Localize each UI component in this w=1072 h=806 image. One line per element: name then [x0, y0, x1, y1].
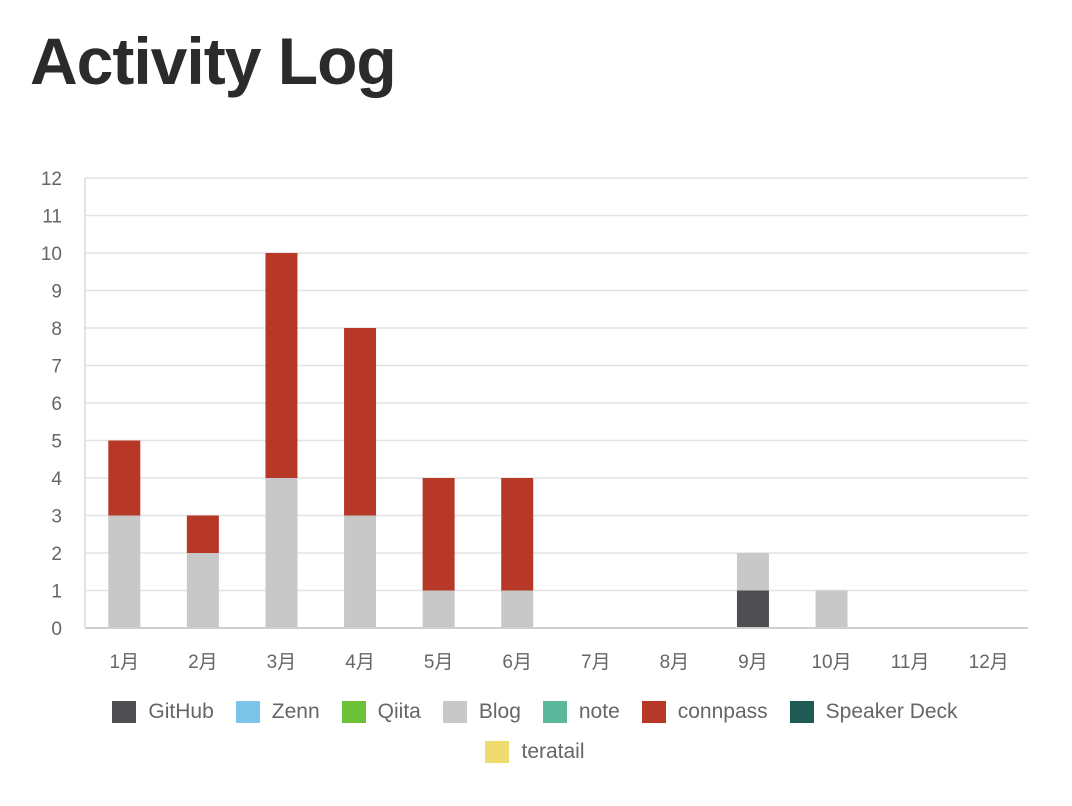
y-tick-label: 2 — [51, 544, 62, 565]
bar-segment-blog[interactable] — [815, 590, 848, 629]
legend-swatch — [341, 701, 366, 723]
legend-item-qiita[interactable]: Qiita — [341, 697, 421, 727]
bar-segment-connpass[interactable] — [265, 253, 298, 478]
legend-item-zenn[interactable]: Zenn — [235, 697, 320, 727]
bar-segment-blog[interactable] — [265, 478, 298, 628]
x-tick-label: 3月 — [267, 652, 297, 673]
y-tick-label: 1 — [51, 582, 62, 603]
legend-item-teratail[interactable]: teratail — [485, 737, 585, 767]
legend-item-note[interactable]: note — [542, 697, 620, 727]
y-tick-label: 5 — [51, 432, 62, 453]
x-tick-label: 9月 — [738, 652, 768, 673]
bars — [108, 253, 848, 629]
y-tick-label: 0 — [51, 619, 62, 640]
x-tick-label: 1月 — [110, 652, 140, 673]
y-tick-label: 8 — [51, 319, 62, 340]
legend-swatch — [542, 701, 567, 723]
bar-segment-connpass[interactable] — [422, 478, 455, 591]
legend-swatch — [485, 741, 510, 763]
gridlines — [85, 177, 1028, 592]
legend-label: GitHub — [148, 700, 214, 723]
bar-segment-blog[interactable] — [108, 515, 141, 629]
x-tick-label: 12月 — [969, 652, 1009, 673]
x-tick-label: 10月 — [811, 652, 851, 673]
bar-segment-github[interactable] — [736, 590, 769, 629]
legend-label: Qiita — [377, 700, 421, 723]
legend-label: note — [578, 700, 620, 723]
bar-segment-blog[interactable] — [422, 590, 455, 629]
y-tick-label: 4 — [51, 469, 62, 490]
x-tick-label: 6月 — [502, 652, 532, 673]
y-tick-label: 12 — [41, 169, 62, 190]
x-axis-ticks: 1月 2月 3月 4月 5月 6月 7月 8月 9月 10月 11月 12月 — [110, 652, 1009, 673]
legend-item-blog[interactable]: Blog — [442, 697, 521, 727]
bar-segment-blog[interactable] — [501, 590, 534, 629]
x-tick-label: 4月 — [345, 652, 375, 673]
y-tick-label: 9 — [51, 282, 62, 303]
legend-swatch — [789, 701, 814, 723]
bar-segment-connpass[interactable] — [501, 478, 534, 591]
y-tick-label: 11 — [42, 207, 62, 228]
page-title: Activity Log — [30, 24, 397, 98]
legend-label: connpass — [677, 700, 768, 723]
bar-segment-connpass[interactable] — [344, 328, 377, 516]
axes — [84, 178, 1028, 629]
legend-swatch — [641, 701, 666, 723]
bar-segment-connpass[interactable] — [108, 440, 141, 516]
x-tick-label: 8月 — [660, 652, 690, 673]
legend-label: Zenn — [271, 700, 320, 723]
legend-label: Speaker Deck — [825, 700, 958, 723]
bar-segment-blog[interactable] — [344, 515, 377, 629]
x-tick-label: 11月 — [891, 652, 930, 673]
legend-label: Blog — [478, 700, 521, 723]
x-tick-label: 7月 — [581, 652, 611, 673]
legend-item-connpass[interactable]: connpass — [641, 697, 768, 727]
legend-swatch — [112, 701, 137, 723]
y-tick-label: 7 — [51, 357, 62, 378]
legend-item-github[interactable]: GitHub — [112, 697, 214, 727]
bar-segment-blog[interactable] — [186, 553, 219, 628]
chart-legend: GitHub Zenn Qiita Blog note connpass Speaker D… — [60, 697, 1010, 767]
y-tick-label: 3 — [51, 507, 62, 528]
legend-label: teratail — [521, 740, 585, 763]
legend-item-speaker-deck[interactable]: Speaker Deck — [789, 697, 958, 727]
legend-swatch — [442, 701, 467, 723]
x-tick-label: 5月 — [424, 652, 454, 673]
bar-segment-blog[interactable] — [736, 553, 769, 591]
x-tick-label: 2月 — [188, 652, 218, 673]
y-tick-label: 6 — [51, 394, 62, 415]
bar-segment-connpass[interactable] — [186, 515, 219, 554]
y-tick-label: 10 — [41, 244, 62, 265]
legend-swatch — [235, 701, 260, 723]
